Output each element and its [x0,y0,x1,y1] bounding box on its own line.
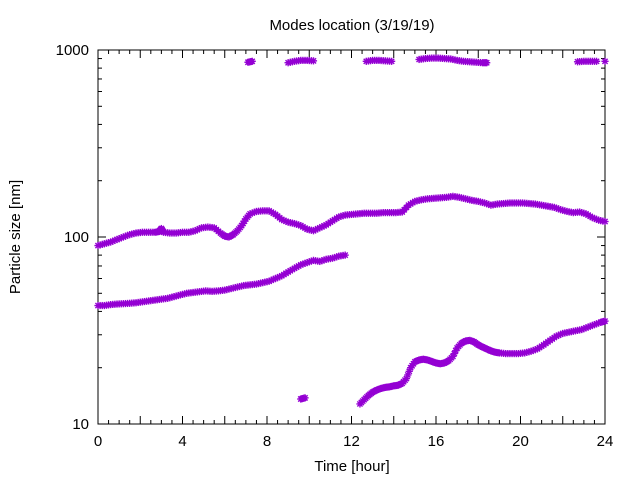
data-point [309,57,318,65]
x-tick-label: 12 [343,433,360,450]
y-tick-labels: 10 100 1000 [56,42,89,433]
data-point [301,394,309,402]
data-point [483,59,491,67]
chart-title: Modes location (3/19/19) [269,17,434,34]
x-tick-labels: 0 4 8 12 16 20 24 [94,433,614,450]
data-point [601,317,609,325]
y-axis-label: Particle size [nm] [7,180,24,294]
axis-ticks [97,50,606,425]
data-points [94,54,609,408]
x-tick-label: 4 [178,433,186,450]
x-axis-label: Time [hour] [314,458,389,475]
plot-frame [97,49,606,425]
x-tick-label: 8 [263,433,271,450]
data-point [388,57,396,65]
x-tick-label: 20 [512,433,529,450]
y-tick-label: 1000 [56,42,89,59]
data-point [341,251,349,259]
x-tick-label: 16 [428,433,445,450]
data-point [601,217,609,226]
data-point [601,57,609,65]
data-point [592,57,601,65]
x-tick-label: 24 [597,433,614,450]
x-tick-label: 0 [94,433,102,450]
y-tick-label: 100 [64,229,89,246]
y-tick-label: 10 [72,416,89,433]
data-point [248,57,256,65]
